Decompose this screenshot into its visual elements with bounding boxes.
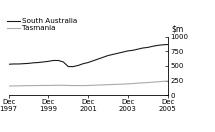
South Australia	[132, 50, 134, 51]
Tasmania	[27, 85, 30, 86]
South Australia	[42, 61, 45, 63]
Tasmania	[37, 85, 40, 86]
South Australia	[27, 63, 30, 64]
Tasmania	[87, 85, 89, 86]
Tasmania	[57, 84, 60, 86]
South Australia	[161, 44, 164, 46]
Tasmania	[47, 85, 50, 86]
South Australia	[22, 63, 25, 64]
Tasmania	[52, 85, 55, 86]
Tasmania	[17, 85, 20, 87]
South Australia	[166, 44, 169, 45]
Tasmania	[112, 84, 114, 85]
Tasmania	[166, 80, 169, 82]
Tasmania	[77, 85, 80, 86]
South Australia	[117, 52, 119, 54]
Tasmania	[102, 84, 104, 86]
Tasmania	[7, 85, 10, 87]
Tasmania	[152, 81, 154, 83]
South Australia	[87, 62, 89, 63]
Tasmania	[132, 83, 134, 84]
South Australia	[7, 63, 10, 65]
South Australia	[37, 62, 40, 63]
South Australia	[141, 47, 144, 49]
Legend: South Australia, Tasmania: South Australia, Tasmania	[6, 18, 78, 32]
Tasmania	[107, 84, 109, 86]
South Australia	[47, 61, 50, 62]
Line: Tasmania: Tasmania	[9, 81, 168, 86]
Tasmania	[122, 83, 124, 85]
South Australia	[147, 47, 149, 48]
South Australia	[137, 48, 139, 50]
Tasmania	[147, 82, 149, 83]
Tasmania	[42, 85, 45, 86]
South Australia	[122, 51, 124, 53]
Tasmania	[72, 85, 75, 86]
Tasmania	[157, 81, 159, 83]
South Australia	[97, 58, 99, 60]
Text: $m: $m	[171, 24, 183, 34]
Tasmania	[12, 85, 15, 87]
South Australia	[12, 63, 15, 65]
South Australia	[77, 65, 80, 66]
South Australia	[152, 45, 154, 47]
Tasmania	[127, 83, 129, 85]
South Australia	[112, 54, 114, 55]
South Australia	[107, 55, 109, 56]
South Australia	[157, 45, 159, 46]
Tasmania	[92, 84, 94, 86]
South Australia	[67, 66, 70, 67]
South Australia	[57, 60, 60, 61]
South Australia	[92, 60, 94, 62]
South Australia	[127, 50, 129, 52]
Tasmania	[82, 85, 84, 86]
Tasmania	[67, 85, 70, 86]
Tasmania	[22, 85, 25, 87]
Tasmania	[137, 82, 139, 84]
South Australia	[32, 62, 35, 64]
Tasmania	[97, 84, 99, 86]
South Australia	[102, 56, 104, 58]
Tasmania	[62, 84, 64, 86]
South Australia	[52, 60, 55, 61]
South Australia	[62, 61, 64, 63]
South Australia	[72, 66, 75, 67]
Tasmania	[161, 81, 164, 82]
Line: South Australia: South Australia	[9, 44, 168, 67]
Tasmania	[117, 84, 119, 85]
South Australia	[82, 63, 84, 64]
Tasmania	[32, 85, 35, 86]
Tasmania	[141, 82, 144, 84]
South Australia	[17, 63, 20, 65]
